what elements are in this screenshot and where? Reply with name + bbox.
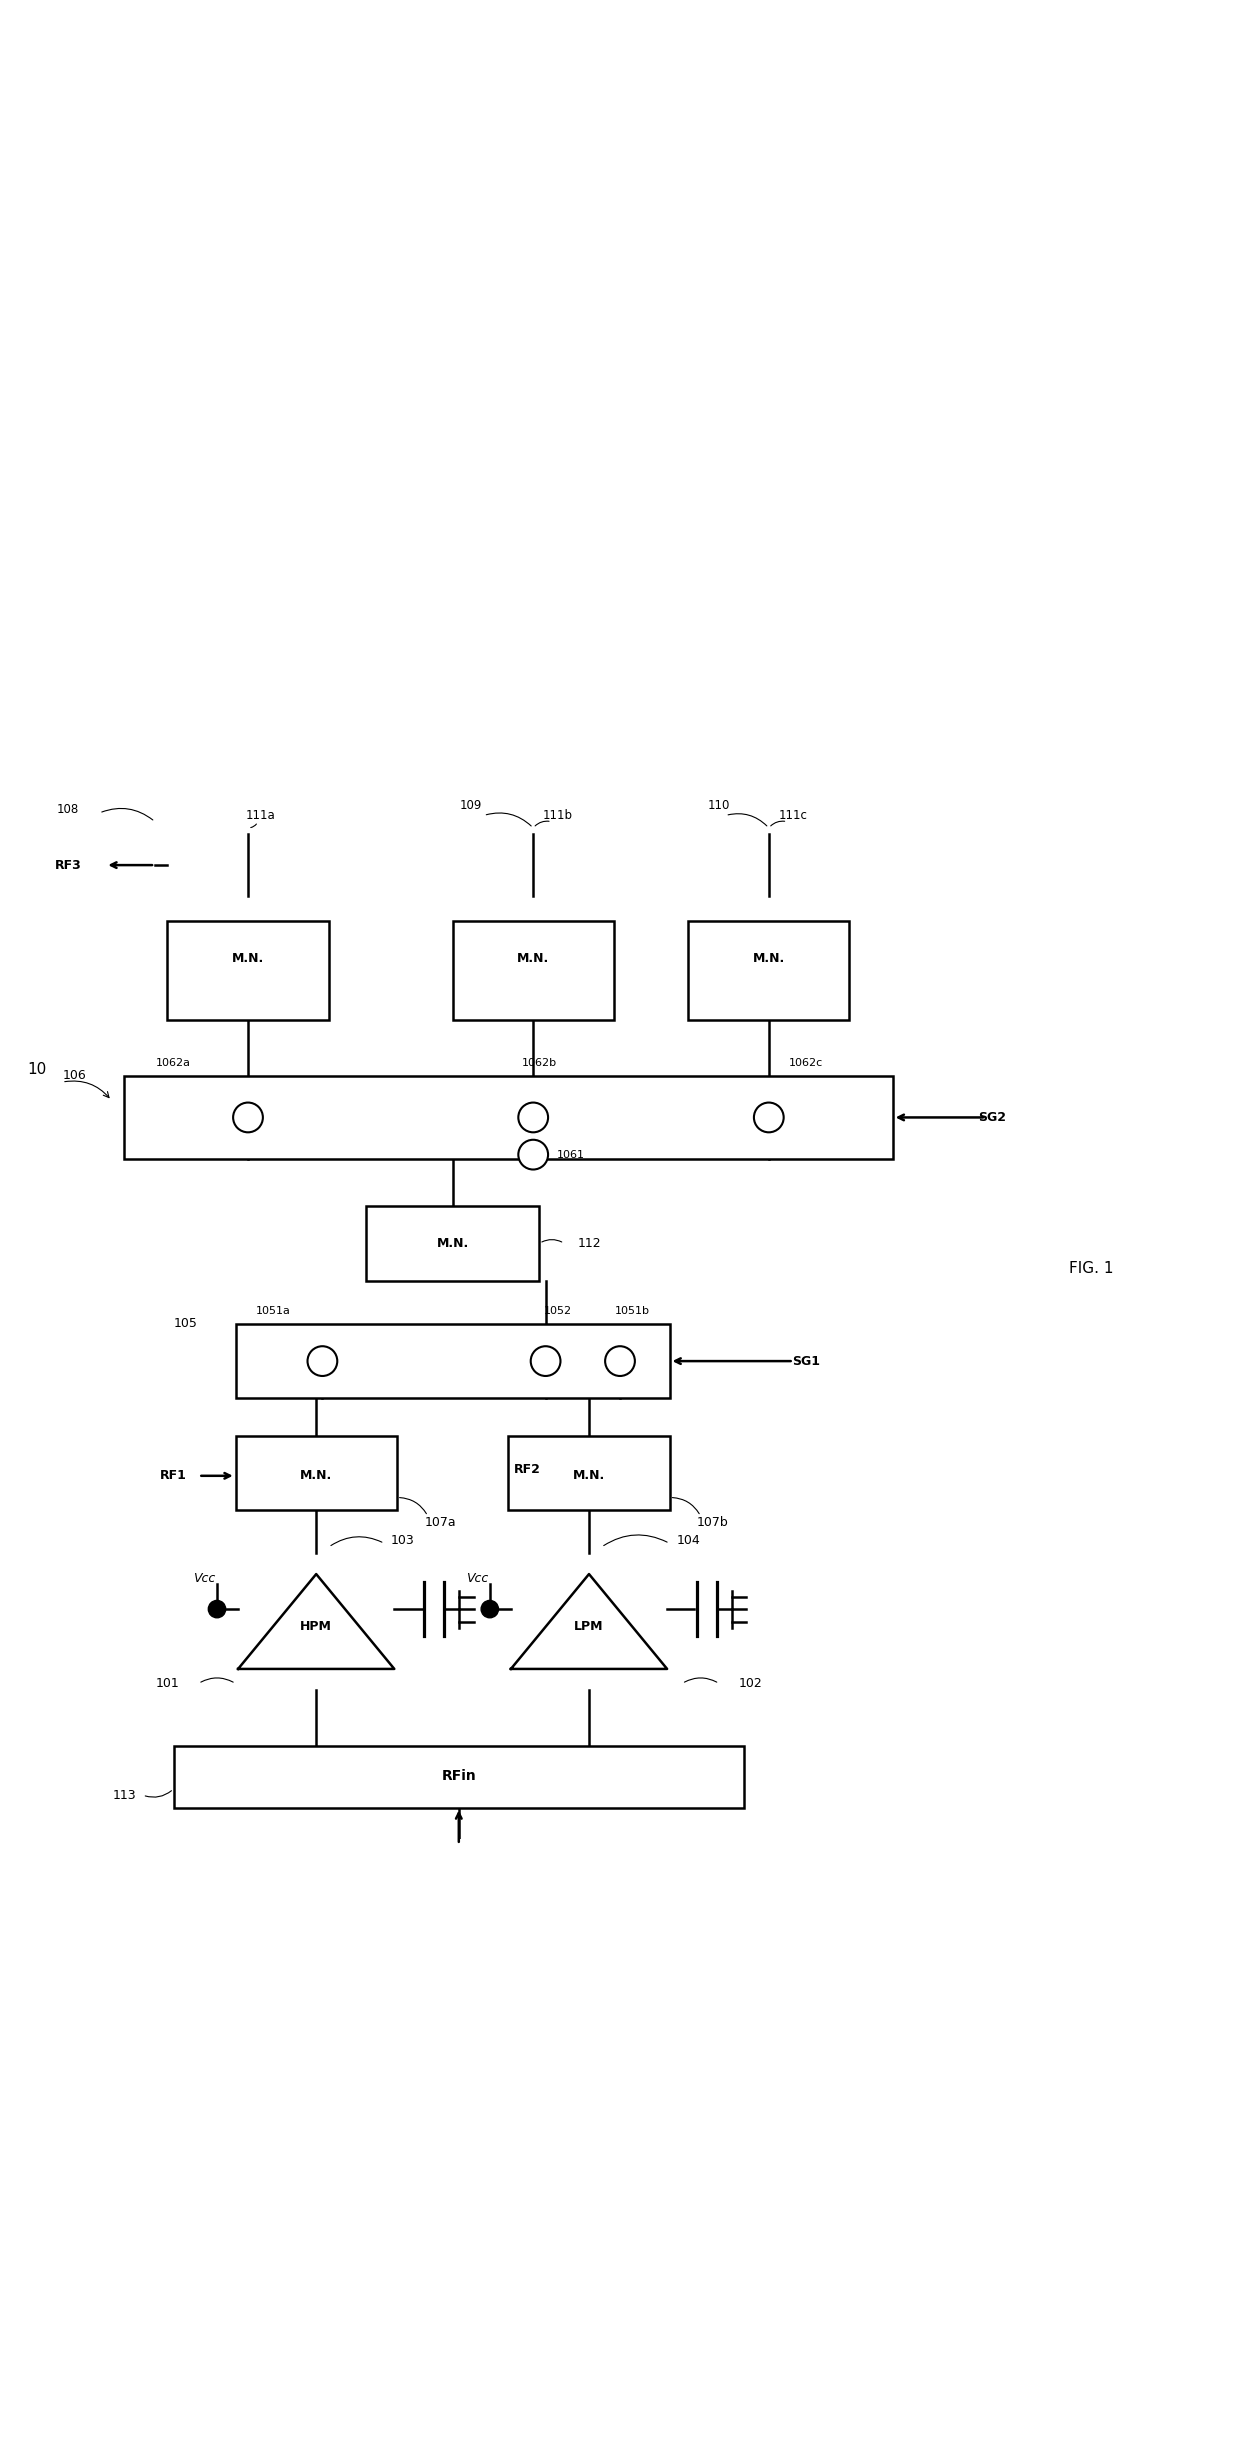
Text: M.N.: M.N. [436, 1238, 469, 1250]
Circle shape [531, 1345, 560, 1377]
Circle shape [518, 1102, 548, 1133]
FancyBboxPatch shape [174, 1745, 744, 1808]
Text: 107b: 107b [697, 1516, 729, 1528]
Text: 1052: 1052 [544, 1306, 572, 1316]
FancyBboxPatch shape [453, 921, 614, 1021]
Text: HPM: HPM [300, 1621, 332, 1633]
Text: 101: 101 [155, 1677, 180, 1689]
Text: RF2: RF2 [513, 1462, 541, 1477]
Text: M.N.: M.N. [232, 950, 264, 965]
Text: 107a: 107a [424, 1516, 456, 1528]
Text: 113: 113 [112, 1789, 136, 1801]
Text: 111b: 111b [543, 809, 573, 821]
Text: 1062a: 1062a [156, 1058, 191, 1067]
Circle shape [754, 1102, 784, 1133]
Circle shape [518, 1141, 548, 1170]
Text: 110: 110 [708, 799, 730, 812]
FancyBboxPatch shape [167, 921, 329, 1021]
Text: 1061: 1061 [557, 1150, 584, 1160]
Text: SG2: SG2 [978, 1111, 1006, 1123]
Text: 106: 106 [62, 1070, 87, 1082]
Text: 1051b: 1051b [615, 1306, 650, 1316]
Circle shape [308, 1345, 337, 1377]
Text: M.N.: M.N. [517, 950, 549, 965]
Text: FIG. 1: FIG. 1 [1069, 1260, 1114, 1275]
Text: 1062c: 1062c [789, 1058, 823, 1067]
Text: Vcc: Vcc [466, 1572, 489, 1584]
FancyBboxPatch shape [688, 921, 849, 1021]
Text: 103: 103 [391, 1535, 415, 1547]
Text: M.N.: M.N. [300, 1470, 332, 1482]
Text: Vcc: Vcc [193, 1572, 216, 1584]
FancyBboxPatch shape [366, 1206, 539, 1279]
Text: 105: 105 [174, 1318, 198, 1331]
Text: 104: 104 [676, 1535, 701, 1547]
Text: SG1: SG1 [792, 1355, 820, 1367]
FancyBboxPatch shape [124, 1075, 893, 1160]
Circle shape [233, 1102, 263, 1133]
Text: 109: 109 [460, 799, 482, 812]
Text: RF1: RF1 [160, 1470, 187, 1482]
FancyBboxPatch shape [236, 1323, 670, 1399]
Text: 108: 108 [57, 802, 79, 816]
Text: 1062b: 1062b [522, 1058, 557, 1067]
Text: RF3: RF3 [55, 858, 82, 872]
FancyBboxPatch shape [508, 1435, 670, 1511]
Text: 10: 10 [27, 1063, 47, 1077]
FancyBboxPatch shape [236, 1435, 397, 1511]
Text: LPM: LPM [574, 1621, 604, 1633]
Text: 102: 102 [738, 1677, 763, 1689]
Text: 111a: 111a [246, 809, 275, 821]
Text: 112: 112 [577, 1238, 601, 1250]
Text: 1051a: 1051a [255, 1306, 290, 1316]
Circle shape [481, 1601, 498, 1618]
Text: M.N.: M.N. [753, 950, 785, 965]
Text: M.N.: M.N. [573, 1470, 605, 1482]
Text: RFin: RFin [441, 1769, 476, 1784]
Text: 111c: 111c [779, 809, 808, 821]
Circle shape [605, 1345, 635, 1377]
Circle shape [208, 1601, 226, 1618]
